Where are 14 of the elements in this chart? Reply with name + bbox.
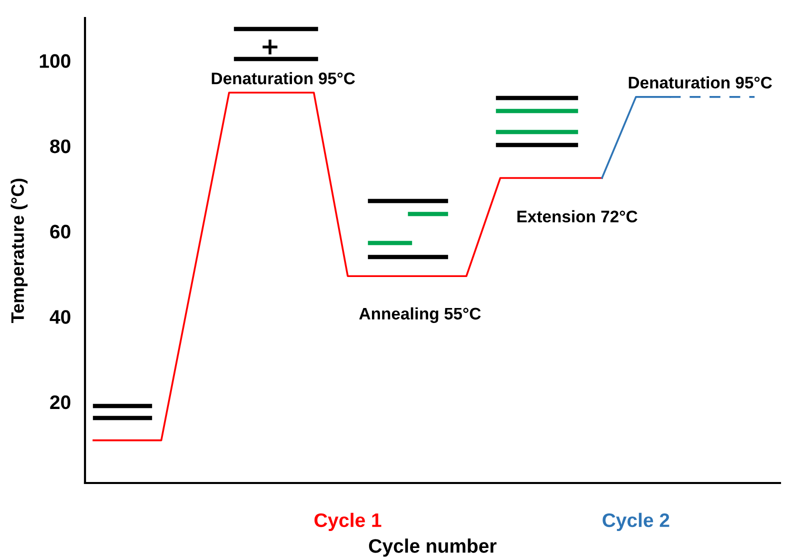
annotation: Annealing 55°C <box>359 307 481 323</box>
annotation: Denaturation 95°C <box>628 76 772 89</box>
annotation: Denaturation 95°C <box>212 72 355 84</box>
y-tick-label: 100 <box>40 54 70 68</box>
y-axis-title: Temperature (°C) <box>10 178 28 323</box>
y-tick-label: 20 <box>50 395 70 410</box>
annotation: Extension 72°C <box>517 210 638 222</box>
text: Cycle 1 <box>314 512 382 531</box>
x-axis-title: Cycle number <box>369 538 497 557</box>
y-tick-label: 80 <box>50 139 70 154</box>
y-tick-label: 60 <box>50 224 70 239</box>
text: Cycle 2 <box>602 512 670 531</box>
line-series <box>92 92 603 442</box>
y-tick-label: 40 <box>50 310 70 324</box>
